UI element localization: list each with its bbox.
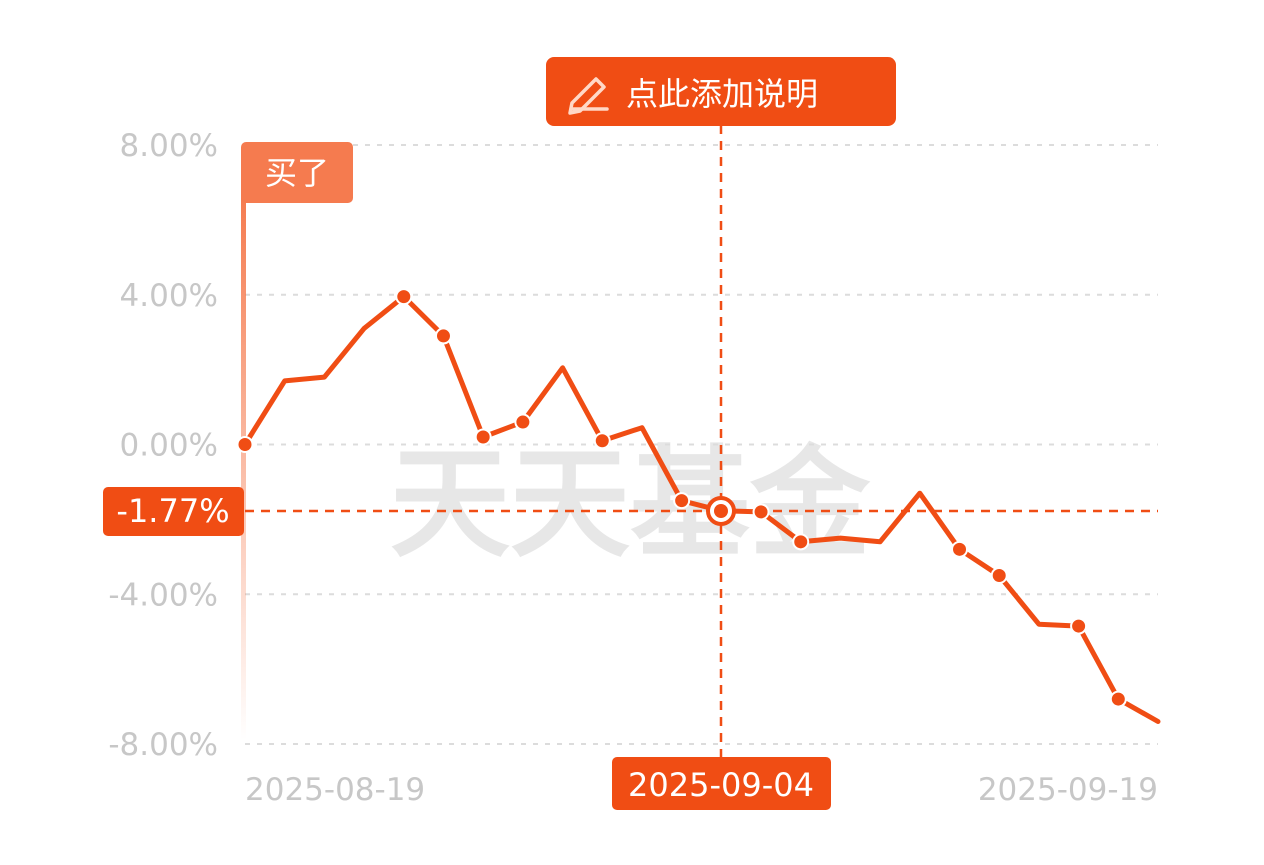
data-point [1109, 690, 1127, 708]
crosshair-value-tag: -1.77% [103, 487, 244, 536]
data-point [792, 533, 810, 551]
y-tick-label: -4.00% [108, 577, 218, 613]
buy-tag-label: 买了 [265, 154, 329, 192]
y-axis-ticks: 8.00% 4.00% 0.00% -4.00% -8.00% [108, 128, 218, 763]
x-tick-end: 2025-09-19 [978, 772, 1158, 808]
add-note-label: 点此添加说明 [626, 75, 818, 113]
data-point [951, 540, 969, 558]
buy-marker-line [241, 195, 246, 740]
data-point [990, 567, 1008, 585]
data-point [752, 503, 770, 521]
data-point [514, 413, 532, 431]
add-note-button[interactable]: 点此添加说明 [546, 57, 896, 126]
data-point [395, 288, 413, 306]
gridlines [245, 144, 1158, 745]
data-point [673, 492, 691, 510]
buy-tag[interactable]: 买了 [241, 142, 353, 203]
x-tick-start: 2025-08-19 [245, 772, 425, 808]
crosshair-value-label: -1.77% [116, 492, 229, 530]
crosshair-point [706, 496, 736, 526]
y-tick-label: -8.00% [108, 727, 218, 763]
data-point [236, 436, 254, 453]
data-point [434, 327, 452, 345]
crosshair-date-label: 2025-09-04 [628, 766, 814, 804]
series-markers [236, 288, 1127, 708]
y-tick-label: 0.00% [120, 428, 218, 464]
y-tick-label: 4.00% [120, 278, 218, 314]
pencil-icon [568, 77, 609, 115]
y-tick-label: 8.00% [120, 128, 218, 164]
data-point [474, 428, 492, 446]
crosshair-date-tag: 2025-09-04 [612, 757, 831, 810]
data-point [593, 432, 611, 450]
watermark: 天天基金 [390, 433, 871, 574]
data-point [1070, 617, 1088, 635]
